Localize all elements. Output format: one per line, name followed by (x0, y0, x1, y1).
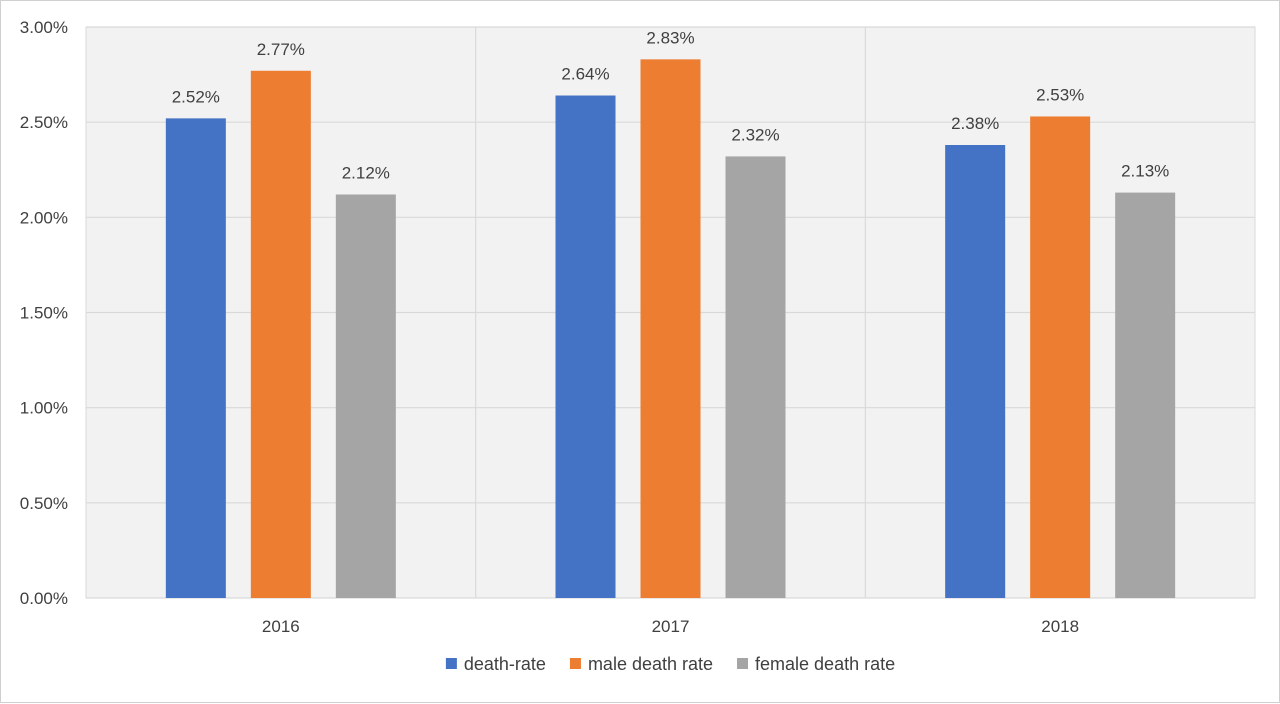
x-category-label: 2016 (262, 617, 300, 636)
data-label: 2.38% (951, 114, 999, 133)
y-tick-label: 0.50% (20, 494, 68, 513)
y-tick-label: 1.50% (20, 304, 68, 323)
data-label: 2.83% (646, 28, 694, 47)
bar (640, 59, 701, 598)
legend-label: male death rate (588, 654, 713, 674)
bar (1030, 116, 1091, 598)
legend-swatch (445, 658, 457, 669)
bars (165, 59, 1176, 599)
bar (945, 145, 1006, 599)
legend-swatch (569, 658, 581, 669)
y-tick-label: 3.00% (20, 18, 68, 37)
legend: death-rate male death rate female death ra… (445, 654, 895, 674)
x-category-label: 2018 (1041, 617, 1079, 636)
bar (250, 70, 311, 598)
bar (725, 156, 786, 598)
legend-label: female death rate (755, 654, 895, 674)
data-label: 2.32% (731, 125, 779, 144)
data-labels: 2.52% 2.77% 2.12% 2.64% 2.83% 2.32% 2.38% 2.53%… (172, 28, 1170, 182)
y-axis-tick-labels: 0.00% 0.50% 1.00% 1.50% 2.00% 2.50% 3.00% (20, 18, 68, 608)
data-label: 2.52% (172, 87, 220, 106)
y-tick-label: 1.00% (20, 399, 68, 418)
x-category-label: 2017 (652, 617, 690, 636)
data-label: 2.64% (561, 65, 609, 84)
bar (165, 118, 226, 599)
x-axis-category-labels: 2016 2017 2018 (262, 617, 1079, 636)
data-label: 2.12% (342, 163, 390, 182)
legend-swatch (737, 658, 749, 669)
y-tick-label: 2.50% (20, 113, 68, 132)
data-label: 2.77% (257, 40, 305, 59)
data-label: 2.13% (1121, 162, 1169, 181)
bar (1115, 192, 1176, 598)
bar (335, 194, 396, 598)
bar (555, 95, 616, 599)
y-tick-label: 2.00% (20, 208, 68, 227)
y-tick-label: 0.00% (20, 589, 68, 608)
legend-label: death-rate (464, 654, 546, 674)
data-label: 2.53% (1036, 85, 1084, 104)
